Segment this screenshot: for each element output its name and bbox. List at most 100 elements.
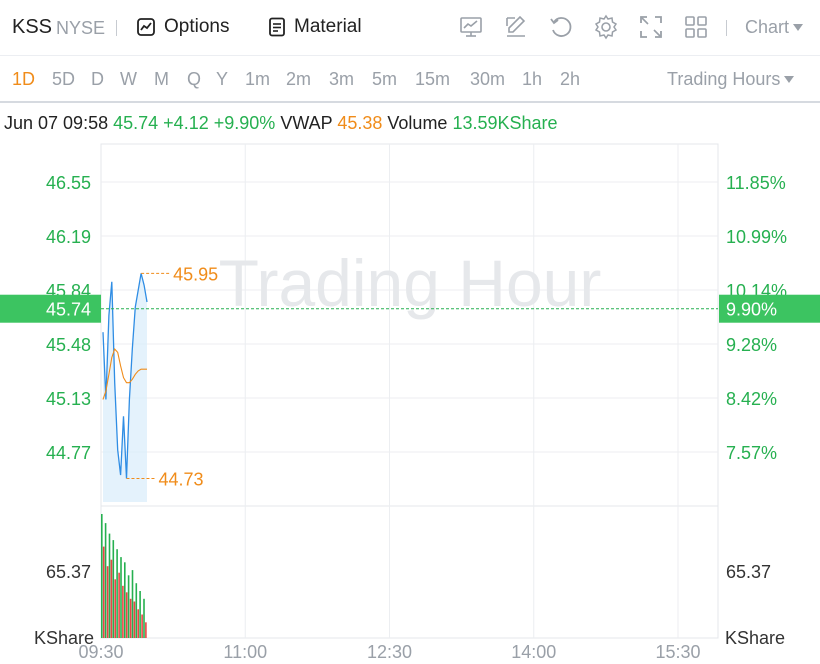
volume-bar [135,583,138,638]
volume-bar [129,598,132,638]
current-pct-label: 9.90% [726,300,777,320]
period-tab-3m[interactable]: 3m [329,69,355,89]
current-price-tag [0,294,101,323]
y-axis-right-tick: 10.99% [726,227,787,247]
y-axis-right-tick: 8.42% [726,389,777,409]
current-price-label: 45.74 [46,300,91,320]
y-axis-left-tick: 44.77 [46,443,91,463]
volume-bar [114,579,116,638]
period-tab-1d[interactable]: 1D [12,69,36,89]
y-axis-right-tick: 9.28% [726,335,777,355]
period-tab-m[interactable]: M [154,69,169,89]
low-marker-label: 44.73 [158,469,203,489]
x-axis-tick: 12:30 [367,642,412,662]
volume-unit-left: KShare [34,628,94,648]
period-tab-w[interactable]: W [120,69,137,89]
volume-label: Volume [387,113,448,133]
period-tab-2h[interactable]: 2h [560,69,581,89]
volume-bar [108,533,111,638]
x-axis-tick: 09:30 [78,642,123,662]
vwap-value: 45.38 [337,113,383,133]
divider [116,20,117,36]
volume-bar [104,523,107,638]
fullscreen-icon[interactable] [638,14,664,40]
price-line [102,273,148,479]
options-label: Options [164,16,230,37]
period-tab-5d[interactable]: 5D [52,69,76,89]
period-tab-d[interactable]: D [91,69,104,89]
settings-icon[interactable] [593,14,619,40]
y-axis-left-tick: 45.48 [46,335,91,355]
volume-bar [120,557,122,638]
y-axis-right-tick: 11.85% [726,173,786,193]
x-axis-tick: 15:30 [655,642,700,662]
volume-bar [122,585,124,638]
y-axis-left-tick: 46.55 [46,173,91,193]
volume-bar [133,601,136,638]
volume-bar [106,566,109,638]
watermark-text: Trading Hour [219,246,602,320]
y-axis-left-tick: 45.13 [46,389,91,409]
x-axis-tick: 11:00 [223,642,267,662]
caret-down-icon [784,76,795,83]
quote-price: 45.74 [113,113,159,133]
period-tab-1m[interactable]: 1m [245,69,271,89]
y-axis-right-tick: 7.57% [726,443,777,463]
volume-bar [124,562,126,638]
volume-value: 13.59KShare [452,113,558,133]
volume-bar [145,622,147,638]
options-button[interactable]: Options [136,12,229,42]
period-tab-1h[interactable]: 1h [522,69,543,89]
top-toolbar: KSS NYSE Options Material [0,0,820,56]
layout-icon[interactable] [683,14,709,40]
caret-down-icon [793,24,804,31]
options-icon [137,18,155,36]
plot-frame [100,143,719,639]
x-axis-tick: 14:00 [511,642,556,662]
volume-axis-right-tick: 65.37 [726,562,771,582]
volume-bar [131,570,134,638]
chart-type-label: Chart [745,17,790,37]
period-tab-q[interactable]: Q [187,69,202,89]
price-area [103,273,147,502]
high-marker-label: 45.95 [173,264,218,284]
quote-line: Jun 07 09:58 45.74 +4.12 +9.90% VWAP 45.… [4,113,558,134]
ticker-symbol: KSS [12,16,53,38]
current-pct-tag [719,294,820,323]
volume-bar [137,609,139,638]
indicator-icon[interactable] [458,14,484,40]
vwap-label: VWAP [280,113,333,133]
period-tab-30m[interactable]: 30m [470,69,506,89]
quote-change: +4.12 [163,113,209,133]
document-icon [269,17,285,37]
material-label: Material [294,16,362,37]
exchange-label: NYSE [56,18,106,38]
volume-bar [143,598,145,638]
volume-unit-right: KShare [725,628,785,648]
y-axis-left-tick: 46.19 [46,227,91,247]
period-tab-y[interactable]: Y [216,69,229,89]
volume-bar [112,540,115,638]
period-tab-2m[interactable]: 2m [286,69,312,89]
chart-type-dropdown[interactable]: Chart [745,17,804,38]
volume-bar [118,572,120,638]
draw-icon[interactable] [503,14,529,40]
quote-datetime: Jun 07 09:58 [4,113,109,133]
volume-bar [125,592,128,638]
volume-bar [110,559,113,638]
volume-bar [116,549,118,638]
material-button[interactable]: Material [268,12,362,42]
price-chart[interactable]: 46.55 11.85%46.19 10.99%45.84 10.14%45.48 9.… [0,140,820,664]
divider [726,20,727,36]
volume-bar [102,546,105,638]
volume-bar [141,614,143,638]
volume-bar [101,514,103,638]
vwap-line [102,348,147,400]
volume-bar [127,575,130,638]
trading-hours-dropdown[interactable]: Trading Hours [667,69,795,90]
period-tab-5m[interactable]: 5m [372,69,398,89]
period-tab-15m[interactable]: 15m [415,69,451,89]
volume-bar [139,591,141,638]
trading-hours-label: Trading Hours [667,69,781,89]
reset-icon[interactable] [548,14,574,40]
